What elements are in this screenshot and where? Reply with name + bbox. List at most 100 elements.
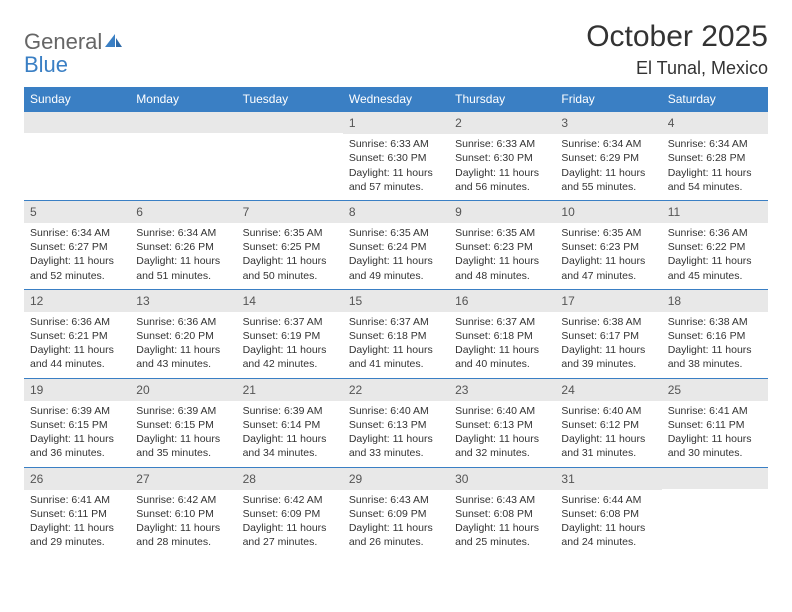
cell-body-empty [130,133,236,187]
cell-body: Sunrise: 6:43 AMSunset: 6:08 PMDaylight:… [449,490,555,556]
sunset-text: Sunset: 6:13 PM [455,418,549,432]
daylight-text: Daylight: 11 hours and 25 minutes. [455,521,549,549]
sunrise-text: Sunrise: 6:33 AM [455,137,549,151]
day-number [662,468,768,489]
sunrise-text: Sunrise: 6:42 AM [243,493,337,507]
cell-body: Sunrise: 6:33 AMSunset: 6:30 PMDaylight:… [449,134,555,200]
sunset-text: Sunset: 6:20 PM [136,329,230,343]
sunrise-text: Sunrise: 6:42 AM [136,493,230,507]
day-header: Tuesday [237,87,343,112]
day-number: 7 [237,201,343,223]
calendar-cell: 16Sunrise: 6:37 AMSunset: 6:18 PMDayligh… [449,289,555,378]
sunset-text: Sunset: 6:12 PM [561,418,655,432]
cell-body: Sunrise: 6:34 AMSunset: 6:28 PMDaylight:… [662,134,768,200]
calendar-cell: 18Sunrise: 6:38 AMSunset: 6:16 PMDayligh… [662,289,768,378]
sunset-text: Sunset: 6:08 PM [561,507,655,521]
calendar-body: 1Sunrise: 6:33 AMSunset: 6:30 PMDaylight… [24,112,768,556]
calendar-week: 1Sunrise: 6:33 AMSunset: 6:30 PMDaylight… [24,112,768,201]
sunrise-text: Sunrise: 6:38 AM [668,315,762,329]
calendar-cell: 17Sunrise: 6:38 AMSunset: 6:17 PMDayligh… [555,289,661,378]
cell-body-empty [237,133,343,187]
day-number: 27 [130,468,236,490]
daylight-text: Daylight: 11 hours and 39 minutes. [561,343,655,371]
daylight-text: Daylight: 11 hours and 32 minutes. [455,432,549,460]
header: GeneralBlue October 2025 El Tunal, Mexic… [24,20,768,79]
sunset-text: Sunset: 6:13 PM [349,418,443,432]
calendar-cell: 3Sunrise: 6:34 AMSunset: 6:29 PMDaylight… [555,112,661,201]
brand-part1: General [24,29,102,54]
sunset-text: Sunset: 6:24 PM [349,240,443,254]
sunrise-text: Sunrise: 6:35 AM [243,226,337,240]
calendar-cell [662,467,768,555]
calendar-cell: 31Sunrise: 6:44 AMSunset: 6:08 PMDayligh… [555,467,661,555]
cell-body: Sunrise: 6:38 AMSunset: 6:16 PMDaylight:… [662,312,768,378]
cell-body: Sunrise: 6:37 AMSunset: 6:18 PMDaylight:… [343,312,449,378]
calendar-cell: 19Sunrise: 6:39 AMSunset: 6:15 PMDayligh… [24,378,130,467]
calendar-cell [24,112,130,201]
cell-body: Sunrise: 6:40 AMSunset: 6:13 PMDaylight:… [449,401,555,467]
day-number: 10 [555,201,661,223]
daylight-text: Daylight: 11 hours and 52 minutes. [30,254,124,282]
calendar-cell: 14Sunrise: 6:37 AMSunset: 6:19 PMDayligh… [237,289,343,378]
day-header: Monday [130,87,236,112]
daylight-text: Daylight: 11 hours and 34 minutes. [243,432,337,460]
day-number: 1 [343,112,449,134]
sunset-text: Sunset: 6:22 PM [668,240,762,254]
brand-sail-icon [104,30,124,53]
daylight-text: Daylight: 11 hours and 44 minutes. [30,343,124,371]
daylight-text: Daylight: 11 hours and 45 minutes. [668,254,762,282]
sunrise-text: Sunrise: 6:41 AM [30,493,124,507]
sunset-text: Sunset: 6:25 PM [243,240,337,254]
daylight-text: Daylight: 11 hours and 24 minutes. [561,521,655,549]
daylight-text: Daylight: 11 hours and 50 minutes. [243,254,337,282]
day-number: 30 [449,468,555,490]
day-number: 11 [662,201,768,223]
day-number: 12 [24,290,130,312]
calendar-cell: 27Sunrise: 6:42 AMSunset: 6:10 PMDayligh… [130,467,236,555]
day-number: 22 [343,379,449,401]
daylight-text: Daylight: 11 hours and 47 minutes. [561,254,655,282]
day-number: 21 [237,379,343,401]
cell-body: Sunrise: 6:40 AMSunset: 6:13 PMDaylight:… [343,401,449,467]
sunset-text: Sunset: 6:28 PM [668,151,762,165]
cell-body: Sunrise: 6:35 AMSunset: 6:24 PMDaylight:… [343,223,449,289]
calendar-cell: 6Sunrise: 6:34 AMSunset: 6:26 PMDaylight… [130,200,236,289]
sunrise-text: Sunrise: 6:40 AM [455,404,549,418]
day-number: 20 [130,379,236,401]
calendar-page: GeneralBlue October 2025 El Tunal, Mexic… [0,0,792,575]
day-number: 8 [343,201,449,223]
daylight-text: Daylight: 11 hours and 43 minutes. [136,343,230,371]
calendar-cell: 2Sunrise: 6:33 AMSunset: 6:30 PMDaylight… [449,112,555,201]
calendar-cell [237,112,343,201]
daylight-text: Daylight: 11 hours and 41 minutes. [349,343,443,371]
calendar-cell: 1Sunrise: 6:33 AMSunset: 6:30 PMDaylight… [343,112,449,201]
day-number [130,112,236,133]
calendar-cell: 7 Sunrise: 6:35 AMSunset: 6:25 PMDaylight… [237,200,343,289]
daylight-text: Daylight: 11 hours and 29 minutes. [30,521,124,549]
calendar-cell: 28Sunrise: 6:42 AMSunset: 6:09 PMDayligh… [237,467,343,555]
cell-body: Sunrise: 6:38 AMSunset: 6:17 PMDaylight:… [555,312,661,378]
day-number: 13 [130,290,236,312]
sunset-text: Sunset: 6:18 PM [349,329,443,343]
sunrise-text: Sunrise: 6:41 AM [668,404,762,418]
sunset-text: Sunset: 6:10 PM [136,507,230,521]
day-number [237,112,343,133]
daylight-text: Daylight: 11 hours and 31 minutes. [561,432,655,460]
daylight-text: Daylight: 11 hours and 26 minutes. [349,521,443,549]
cell-body: Sunrise: 6:39 AMSunset: 6:15 PMDaylight:… [24,401,130,467]
daylight-text: Daylight: 11 hours and 36 minutes. [30,432,124,460]
daylight-text: Daylight: 11 hours and 33 minutes. [349,432,443,460]
sunset-text: Sunset: 6:18 PM [455,329,549,343]
cell-body: Sunrise: 6:42 AMSunset: 6:10 PMDaylight:… [130,490,236,556]
calendar-cell: 24Sunrise: 6:40 AMSunset: 6:12 PMDayligh… [555,378,661,467]
day-number: 2 [449,112,555,134]
sunrise-text: Sunrise: 6:37 AM [455,315,549,329]
cell-body: Sunrise: 6:34 AMSunset: 6:29 PMDaylight:… [555,134,661,200]
calendar-cell: 8Sunrise: 6:35 AMSunset: 6:24 PMDaylight… [343,200,449,289]
daylight-text: Daylight: 11 hours and 35 minutes. [136,432,230,460]
day-number: 17 [555,290,661,312]
day-number: 29 [343,468,449,490]
sunrise-text: Sunrise: 6:37 AM [243,315,337,329]
cell-body: Sunrise: 6:36 AMSunset: 6:20 PMDaylight:… [130,312,236,378]
cell-body: Sunrise: 6:37 AMSunset: 6:19 PMDaylight:… [237,312,343,378]
